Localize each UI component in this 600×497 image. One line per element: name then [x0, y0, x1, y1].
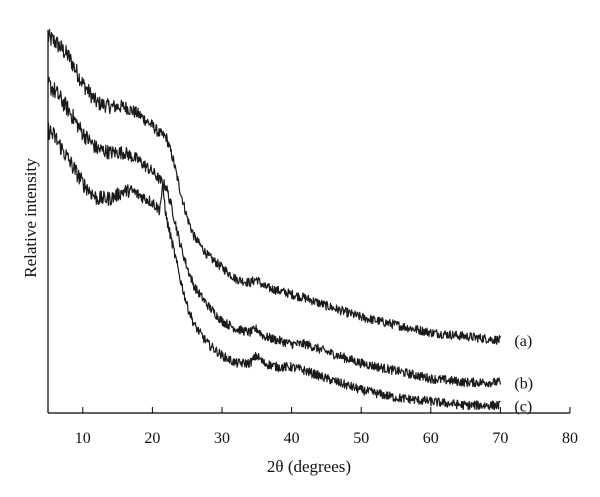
x-tick-label-50: 50 — [353, 430, 369, 447]
y-axis-title: Relative intensity — [21, 158, 40, 278]
x-tick-label-60: 60 — [423, 430, 439, 447]
x-tick-label-40: 40 — [284, 430, 300, 447]
series-label-3: (c) — [514, 398, 532, 415]
x-axis-title: 2θ (degrees) — [267, 457, 351, 476]
series-line-2 — [47, 75, 501, 388]
plot-frame — [47, 30, 570, 414]
x-tick-label-10: 10 — [75, 430, 91, 447]
series-line-1 — [47, 28, 501, 345]
x-ticks: 10 20 30 40 50 60 70 80 — [75, 407, 578, 447]
x-tick-label-20: 20 — [144, 430, 160, 447]
series-line-3 — [47, 121, 501, 411]
x-tick-label-80: 80 — [562, 430, 578, 447]
x-tick-label-70: 70 — [492, 430, 508, 447]
x-tick-label-30: 30 — [214, 430, 230, 447]
series-label-2: (b) — [514, 375, 533, 392]
series-group: (a) (b) (c) — [47, 28, 533, 415]
series-label-1: (a) — [514, 333, 532, 350]
